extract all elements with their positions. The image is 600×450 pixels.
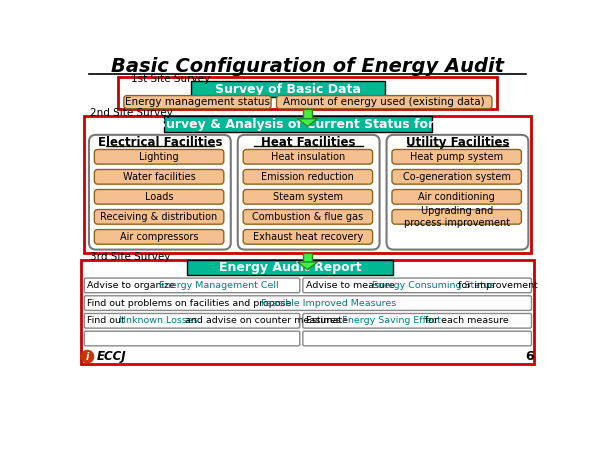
Text: Advise to organize: Advise to organize (88, 281, 178, 290)
Bar (81, 261, 534, 364)
Text: Find out: Find out (88, 316, 128, 325)
Text: Receiving & distribution: Receiving & distribution (100, 212, 218, 222)
FancyBboxPatch shape (392, 170, 521, 184)
Text: Co-generation system: Co-generation system (403, 172, 511, 182)
FancyBboxPatch shape (243, 149, 373, 164)
Text: ECCJ: ECCJ (97, 350, 127, 363)
Text: 2nd Site Survey: 2nd Site Survey (91, 108, 173, 118)
Text: i: i (86, 351, 89, 362)
Text: Basic Configuration of Energy Audit: Basic Configuration of Energy Audit (111, 57, 504, 76)
Text: Lighting: Lighting (139, 152, 179, 162)
Text: Air conditioning: Air conditioning (418, 192, 495, 202)
FancyBboxPatch shape (94, 149, 224, 164)
Text: Estimate: Estimate (306, 316, 351, 325)
FancyBboxPatch shape (84, 278, 300, 293)
FancyBboxPatch shape (243, 189, 373, 204)
Text: Exhaust heat recovery: Exhaust heat recovery (253, 232, 363, 242)
Text: Energy Saving Effect: Energy Saving Effect (341, 316, 440, 325)
Text: Heat pump system: Heat pump system (410, 152, 503, 162)
Bar (187, 260, 393, 275)
Text: Energy Consuming Status: Energy Consuming Status (372, 281, 494, 290)
Text: and advise on counter measures: and advise on counter measures (182, 316, 341, 325)
FancyBboxPatch shape (277, 95, 492, 108)
FancyBboxPatch shape (392, 210, 521, 224)
FancyBboxPatch shape (238, 135, 380, 250)
FancyBboxPatch shape (243, 230, 373, 244)
FancyBboxPatch shape (94, 189, 224, 204)
Bar (303, 109, 312, 119)
FancyBboxPatch shape (84, 331, 300, 346)
Text: 1st Site Survey: 1st Site Survey (131, 74, 210, 84)
Text: Air compressors: Air compressors (120, 232, 199, 242)
Text: Loads: Loads (145, 192, 173, 202)
Text: Utility Facilities: Utility Facilities (406, 136, 509, 149)
Text: Find out problems on facilities and propose: Find out problems on facilities and prop… (88, 299, 295, 308)
Text: Unknown Losses: Unknown Losses (119, 316, 198, 325)
Text: Survey of Basic Data: Survey of Basic Data (215, 82, 361, 95)
Text: Upgrading and
process improvement: Upgrading and process improvement (404, 206, 510, 228)
Text: for each measure: for each measure (422, 316, 509, 325)
Text: Survey & Analysis of Current Status for;: Survey & Analysis of Current Status for; (157, 117, 439, 130)
FancyBboxPatch shape (303, 314, 532, 328)
Text: Water facilities: Water facilities (123, 172, 196, 182)
FancyBboxPatch shape (124, 95, 271, 108)
Polygon shape (298, 119, 317, 126)
Text: Energy management status: Energy management status (125, 97, 270, 107)
FancyBboxPatch shape (243, 170, 373, 184)
Bar (191, 81, 385, 97)
Text: 6: 6 (525, 350, 534, 363)
Bar (303, 252, 312, 262)
Circle shape (81, 351, 94, 363)
FancyBboxPatch shape (84, 314, 300, 328)
Text: Energy Management Cell: Energy Management Cell (158, 281, 278, 290)
FancyBboxPatch shape (84, 296, 532, 310)
FancyBboxPatch shape (94, 210, 224, 224)
Text: Heat insulation: Heat insulation (271, 152, 345, 162)
Text: Feasible Improved Measures: Feasible Improved Measures (261, 299, 396, 308)
Text: Amount of energy used (existing data): Amount of energy used (existing data) (283, 97, 485, 107)
FancyBboxPatch shape (303, 331, 532, 346)
FancyBboxPatch shape (89, 135, 231, 250)
Text: Combustion & flue gas: Combustion & flue gas (253, 212, 364, 222)
Text: for improvement: for improvement (455, 281, 538, 290)
Bar (164, 117, 431, 132)
Bar (84, 116, 531, 252)
Text: 3rd Site Survey: 3rd Site Survey (91, 252, 171, 261)
FancyBboxPatch shape (303, 278, 532, 293)
Text: Steam system: Steam system (273, 192, 343, 202)
Text: Emission reduction: Emission reduction (262, 172, 355, 182)
FancyBboxPatch shape (386, 135, 529, 250)
FancyBboxPatch shape (392, 149, 521, 164)
Text: Electrical Facilities: Electrical Facilities (98, 136, 222, 149)
FancyBboxPatch shape (243, 210, 373, 224)
FancyBboxPatch shape (94, 170, 224, 184)
Text: Advise to measure: Advise to measure (306, 281, 398, 290)
Polygon shape (298, 262, 317, 270)
FancyBboxPatch shape (392, 189, 521, 204)
Bar (118, 77, 497, 109)
Text: Heat Facilities: Heat Facilities (262, 136, 356, 149)
FancyBboxPatch shape (94, 230, 224, 244)
Text: Energy Audit Report: Energy Audit Report (219, 261, 361, 274)
